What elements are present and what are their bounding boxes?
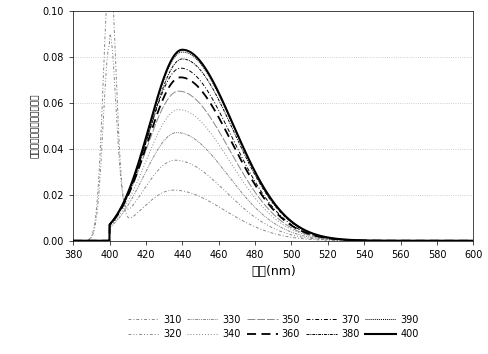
X-axis label: 波長(nm): 波長(nm): [251, 265, 296, 278]
Y-axis label: 反射光及び蛍光の分光強度: 反射光及び蛍光の分光強度: [31, 93, 40, 158]
Legend: 310, 320, 330, 340, 350, 360, 370, 380, 390, 400: 310, 320, 330, 340, 350, 360, 370, 380, …: [128, 315, 419, 339]
